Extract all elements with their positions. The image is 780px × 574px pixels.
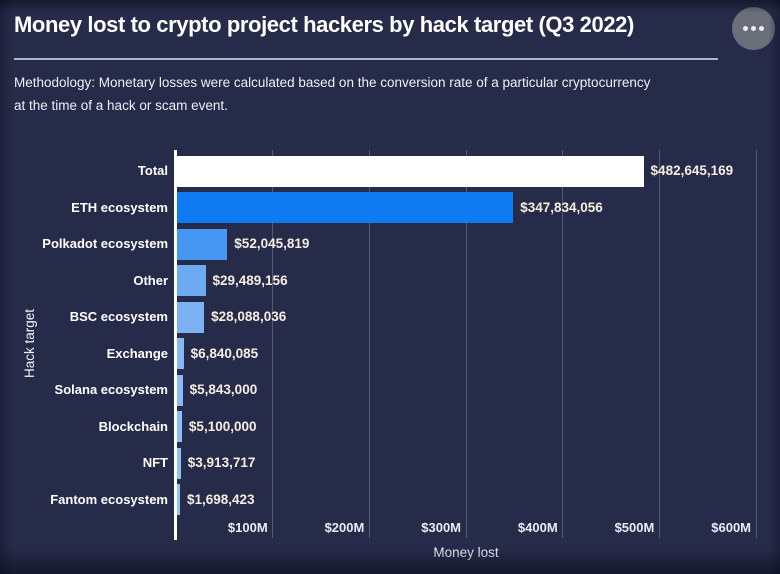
value-label: $1,698,423 (187, 491, 255, 507)
x-tick-label: $200M (324, 520, 365, 535)
page-title: Money lost to crypto project hackers by … (14, 12, 634, 37)
gridline (755, 150, 757, 538)
gridline (368, 150, 370, 538)
bar (177, 374, 183, 406)
bar (177, 192, 514, 224)
value-label: $5,843,000 (189, 382, 258, 397)
category-label: Exchange (106, 345, 168, 361)
category-label: Total (137, 163, 168, 178)
value-label: $28,088,036 (211, 309, 287, 324)
bar (177, 411, 182, 443)
ellipsis-icon (759, 26, 764, 31)
category-label: Fantom ecosystem (50, 491, 168, 507)
bar (177, 447, 181, 479)
bar (177, 301, 205, 333)
value-label: $482,645,169 (650, 163, 734, 178)
value-label: $347,834,056 (520, 199, 603, 215)
x-tick-label: $500M (614, 520, 655, 535)
gridline (658, 150, 660, 538)
x-tick-label: $600M (711, 520, 751, 535)
methodology-note: Methodology: Monetary losses were calcul… (14, 71, 744, 117)
x-tick-label: $400M (517, 520, 558, 535)
gridline (562, 150, 564, 538)
bar (177, 484, 180, 516)
gridline (272, 150, 274, 538)
value-label: $52,045,819 (234, 236, 310, 251)
y-axis-line (174, 150, 177, 540)
category-label: Other (133, 272, 168, 288)
category-label: Polkadot ecosystem (42, 236, 168, 251)
category-label: NFT (142, 455, 168, 470)
x-tick-label: $100M (227, 520, 268, 535)
bar (177, 155, 644, 187)
gridline (465, 150, 467, 538)
methodology-line-2: at the time of a hack or scam event. (14, 98, 228, 113)
x-axis-title: Money lost (433, 545, 499, 560)
ellipsis-icon (743, 26, 748, 31)
value-label: $6,840,085 (190, 345, 259, 361)
value-label: $3,913,717 (187, 455, 256, 470)
title-divider (14, 58, 718, 60)
bar (177, 228, 228, 260)
value-label: $5,100,000 (188, 418, 257, 434)
x-tick-label: $300M (421, 520, 461, 535)
methodology-line-1: Methodology: Monetary losses were calcul… (14, 75, 651, 90)
value-label: $29,489,156 (212, 272, 288, 288)
bar (177, 338, 184, 370)
category-label: ETH ecosystem (71, 199, 168, 215)
more-options-button[interactable] (732, 7, 775, 50)
category-label: BSC ecosystem (69, 309, 168, 324)
bar (177, 265, 206, 297)
ellipsis-icon (751, 26, 756, 31)
category-label: Solana ecosystem (54, 382, 168, 397)
category-label: Blockchain (98, 418, 168, 434)
